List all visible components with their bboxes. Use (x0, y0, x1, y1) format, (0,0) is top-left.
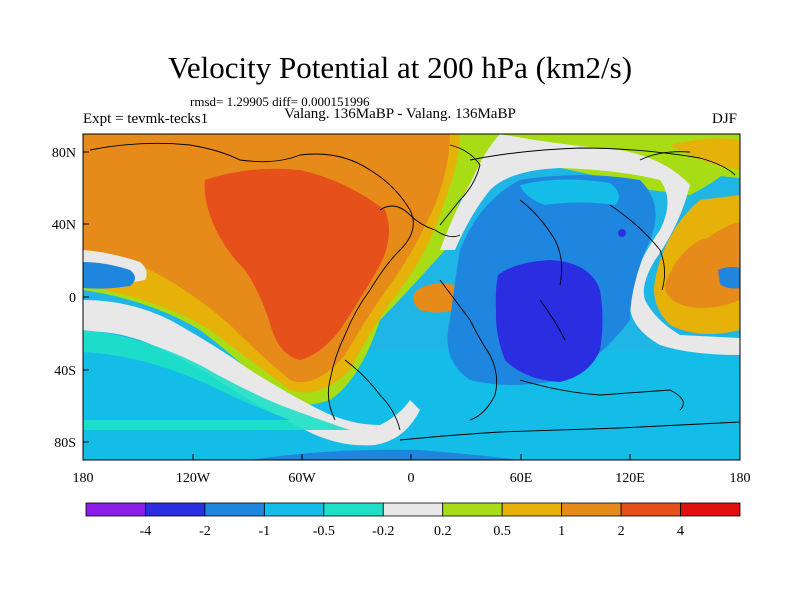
colorbar-label: 0.2 (434, 524, 452, 539)
y-tick-label: 80N (52, 146, 76, 161)
experiment-label: Expt = tevmk-tecks1 (83, 111, 209, 127)
x-tick-label: 120W (176, 471, 211, 486)
colorbar-label: 0.5 (493, 524, 511, 539)
x-tick-label: 180 (730, 471, 751, 486)
chart-title: Velocity Potential at 200 hPa (km2/s) (167, 50, 633, 85)
y-tick-label: 0 (69, 291, 76, 306)
x-tick-label: 120E (615, 471, 645, 486)
colorbar-label: 2 (618, 524, 625, 539)
colorbar-swatch (145, 502, 206, 517)
x-tick-label: 0 (408, 471, 415, 486)
colorbar-label: 1 (558, 524, 565, 539)
colorbar-label: 4 (677, 524, 684, 539)
stats-text: rmsd= 1.29905 diff= 0.000151996 (190, 94, 370, 109)
colorbar-swatch (620, 502, 681, 517)
y-tick-label: 80S (54, 436, 76, 451)
colorbar-label: -2 (199, 524, 211, 539)
colorbar-label: -0.2 (372, 524, 394, 539)
y-tick-label: 40N (52, 218, 76, 233)
y-tick-label: 40S (54, 364, 76, 379)
colorbar: -4 -2 -1 -0.5 -0.2 0.2 0.5 1 2 4 (85, 502, 741, 539)
x-tick-label: 60E (510, 471, 533, 486)
colorbar-swatch (680, 502, 741, 517)
colorbar-swatch (263, 502, 325, 517)
comparison-label: Valang. 136MaBP - Valang. 136MaBP (284, 106, 516, 122)
colorbar-swatch (85, 502, 146, 517)
x-tick-label: 60W (288, 471, 316, 486)
colorbar-swatch (323, 502, 384, 517)
colorbar-swatch (561, 502, 622, 517)
colorbar-label: -0.5 (313, 524, 335, 539)
colorbar-label: -4 (140, 524, 152, 539)
contour-field (83, 134, 740, 460)
season-label: DJF (712, 111, 738, 127)
colorbar-swatch (204, 502, 265, 517)
colorbar-swatch (442, 502, 503, 517)
colorbar-swatch (501, 502, 563, 517)
y-axis (83, 151, 89, 443)
x-tick-label: 180 (73, 471, 94, 486)
colorbar-swatch (382, 502, 444, 517)
colorbar-label: -1 (259, 524, 271, 539)
x-axis (82, 454, 741, 460)
coastlines (89, 142, 740, 441)
